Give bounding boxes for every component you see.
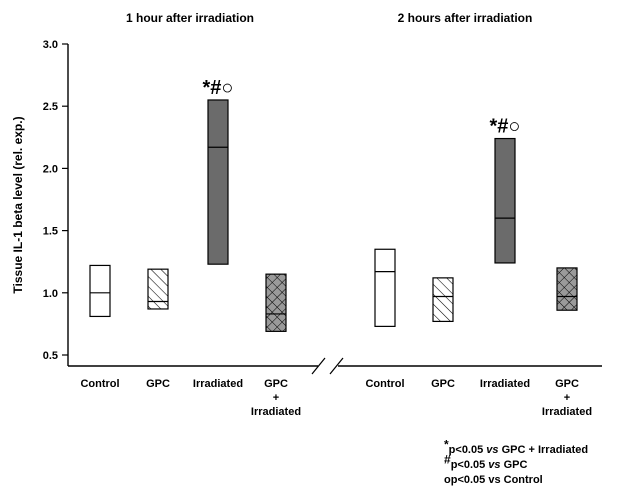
box-gpc [432, 277, 454, 323]
x-tick-label: GPC [146, 378, 170, 390]
significance-annotation: *#○ [490, 116, 521, 138]
labels: 1 hour after irradiation Control GPC *#○ Irr… [80, 11, 592, 418]
x-tick-label: GPC + Irradiated [251, 378, 301, 418]
y-tick-label: 1.0 [43, 288, 58, 300]
box-irradiated [494, 137, 516, 264]
x-tick-label: Irradiated [480, 378, 530, 390]
box-gpc [147, 268, 169, 310]
box-control [89, 264, 111, 318]
legend-item: op<0.05 vs Control [444, 474, 543, 486]
axis-break-mark [311, 357, 326, 375]
significance-annotation: *#○ [203, 77, 234, 99]
x-tick-label: Control [80, 378, 119, 390]
box-gpc-irradiated [265, 273, 287, 332]
y-axis-label: Tissue IL-1 beta level (rel. exp.) [11, 116, 25, 293]
boxes [89, 99, 578, 332]
y-tick-label: 0.5 [43, 350, 58, 362]
legend-item: *p<0.05 vs GPC + Irradiated [444, 437, 589, 456]
panel-title: 2 hours after irradiation [398, 11, 533, 25]
y-tick-label: 2.0 [43, 163, 58, 175]
box-gpc-irradiated [556, 267, 578, 311]
x-tick-label: GPC + Irradiated [542, 378, 592, 418]
y-tick-label: 3.0 [43, 39, 58, 51]
x-tick-label: GPC [431, 378, 455, 390]
axes: 0.5 1.0 1.5 2.0 2.5 3.0 Tissue IL-1 beta level… [11, 39, 602, 375]
box-control [374, 248, 396, 327]
x-tick-label: Control [365, 378, 404, 390]
box-chart: 0.5 1.0 1.5 2.0 2.5 3.0 Tissue IL-1 beta level… [11, 11, 602, 418]
box-irradiated [207, 99, 229, 265]
legend-item: #p<0.05 vs GPC [444, 452, 528, 471]
significance-legend: *p<0.05 vs GPC + Irradiated #p<0.05 vs G… [444, 437, 589, 488]
x-tick-label: Irradiated [193, 378, 243, 390]
panel-title: 1 hour after irradiation [126, 11, 254, 25]
y-tick-label: 2.5 [43, 101, 58, 113]
y-tick-label: 1.5 [43, 226, 58, 238]
axis-break-mark [329, 357, 344, 375]
